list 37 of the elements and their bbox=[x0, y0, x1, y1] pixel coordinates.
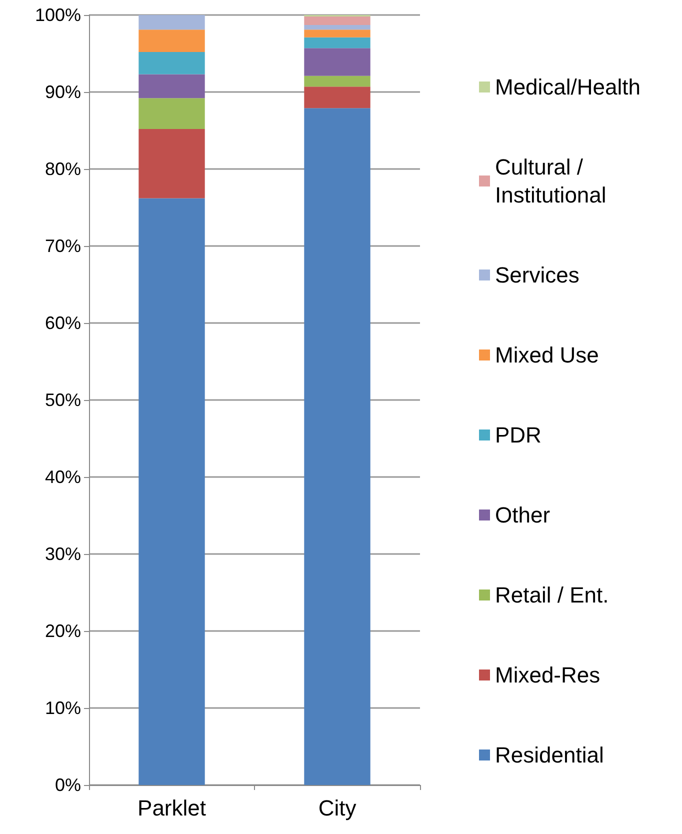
legend-label: PDR bbox=[495, 422, 542, 448]
y-tick-label: 70% bbox=[44, 236, 81, 256]
y-tick-label: 90% bbox=[44, 82, 81, 102]
y-tick-label: 40% bbox=[44, 467, 81, 487]
bar bbox=[304, 16, 370, 26]
bar bbox=[138, 128, 205, 198]
legend-label: Medical/Health bbox=[495, 74, 641, 100]
bar bbox=[138, 98, 205, 129]
x-tick-label: Parklet bbox=[138, 796, 206, 820]
y-tick-label: 60% bbox=[44, 313, 81, 333]
bar bbox=[304, 48, 370, 76]
bar bbox=[138, 30, 205, 52]
legend-label: Cultural / Institutional bbox=[495, 154, 606, 208]
legend-label: Retail / Ent. bbox=[495, 582, 609, 608]
y-tick-label: 10% bbox=[44, 698, 81, 718]
x-tick-label: City bbox=[318, 796, 356, 820]
bar bbox=[138, 198, 205, 785]
bar bbox=[138, 15, 205, 30]
y-tick-label: 50% bbox=[44, 390, 81, 410]
y-tick-label: 20% bbox=[44, 621, 81, 641]
bar bbox=[304, 30, 370, 38]
y-tick-label: 0% bbox=[54, 775, 81, 795]
bar bbox=[304, 86, 370, 108]
bar bbox=[304, 37, 370, 48]
bar bbox=[304, 76, 370, 87]
bar bbox=[138, 74, 205, 98]
legend-label: Other bbox=[495, 502, 550, 528]
legend-label: Mixed-Res bbox=[495, 662, 600, 688]
y-tick-label: 30% bbox=[44, 544, 81, 564]
bar bbox=[138, 52, 205, 74]
bar bbox=[304, 108, 370, 785]
bar bbox=[304, 25, 370, 30]
y-tick-label: 100% bbox=[34, 5, 81, 25]
legend-label: Mixed Use bbox=[495, 342, 599, 368]
legend-label: Residential bbox=[495, 742, 604, 768]
legend-label: Services bbox=[495, 262, 580, 288]
y-tick-label: 80% bbox=[44, 159, 81, 179]
